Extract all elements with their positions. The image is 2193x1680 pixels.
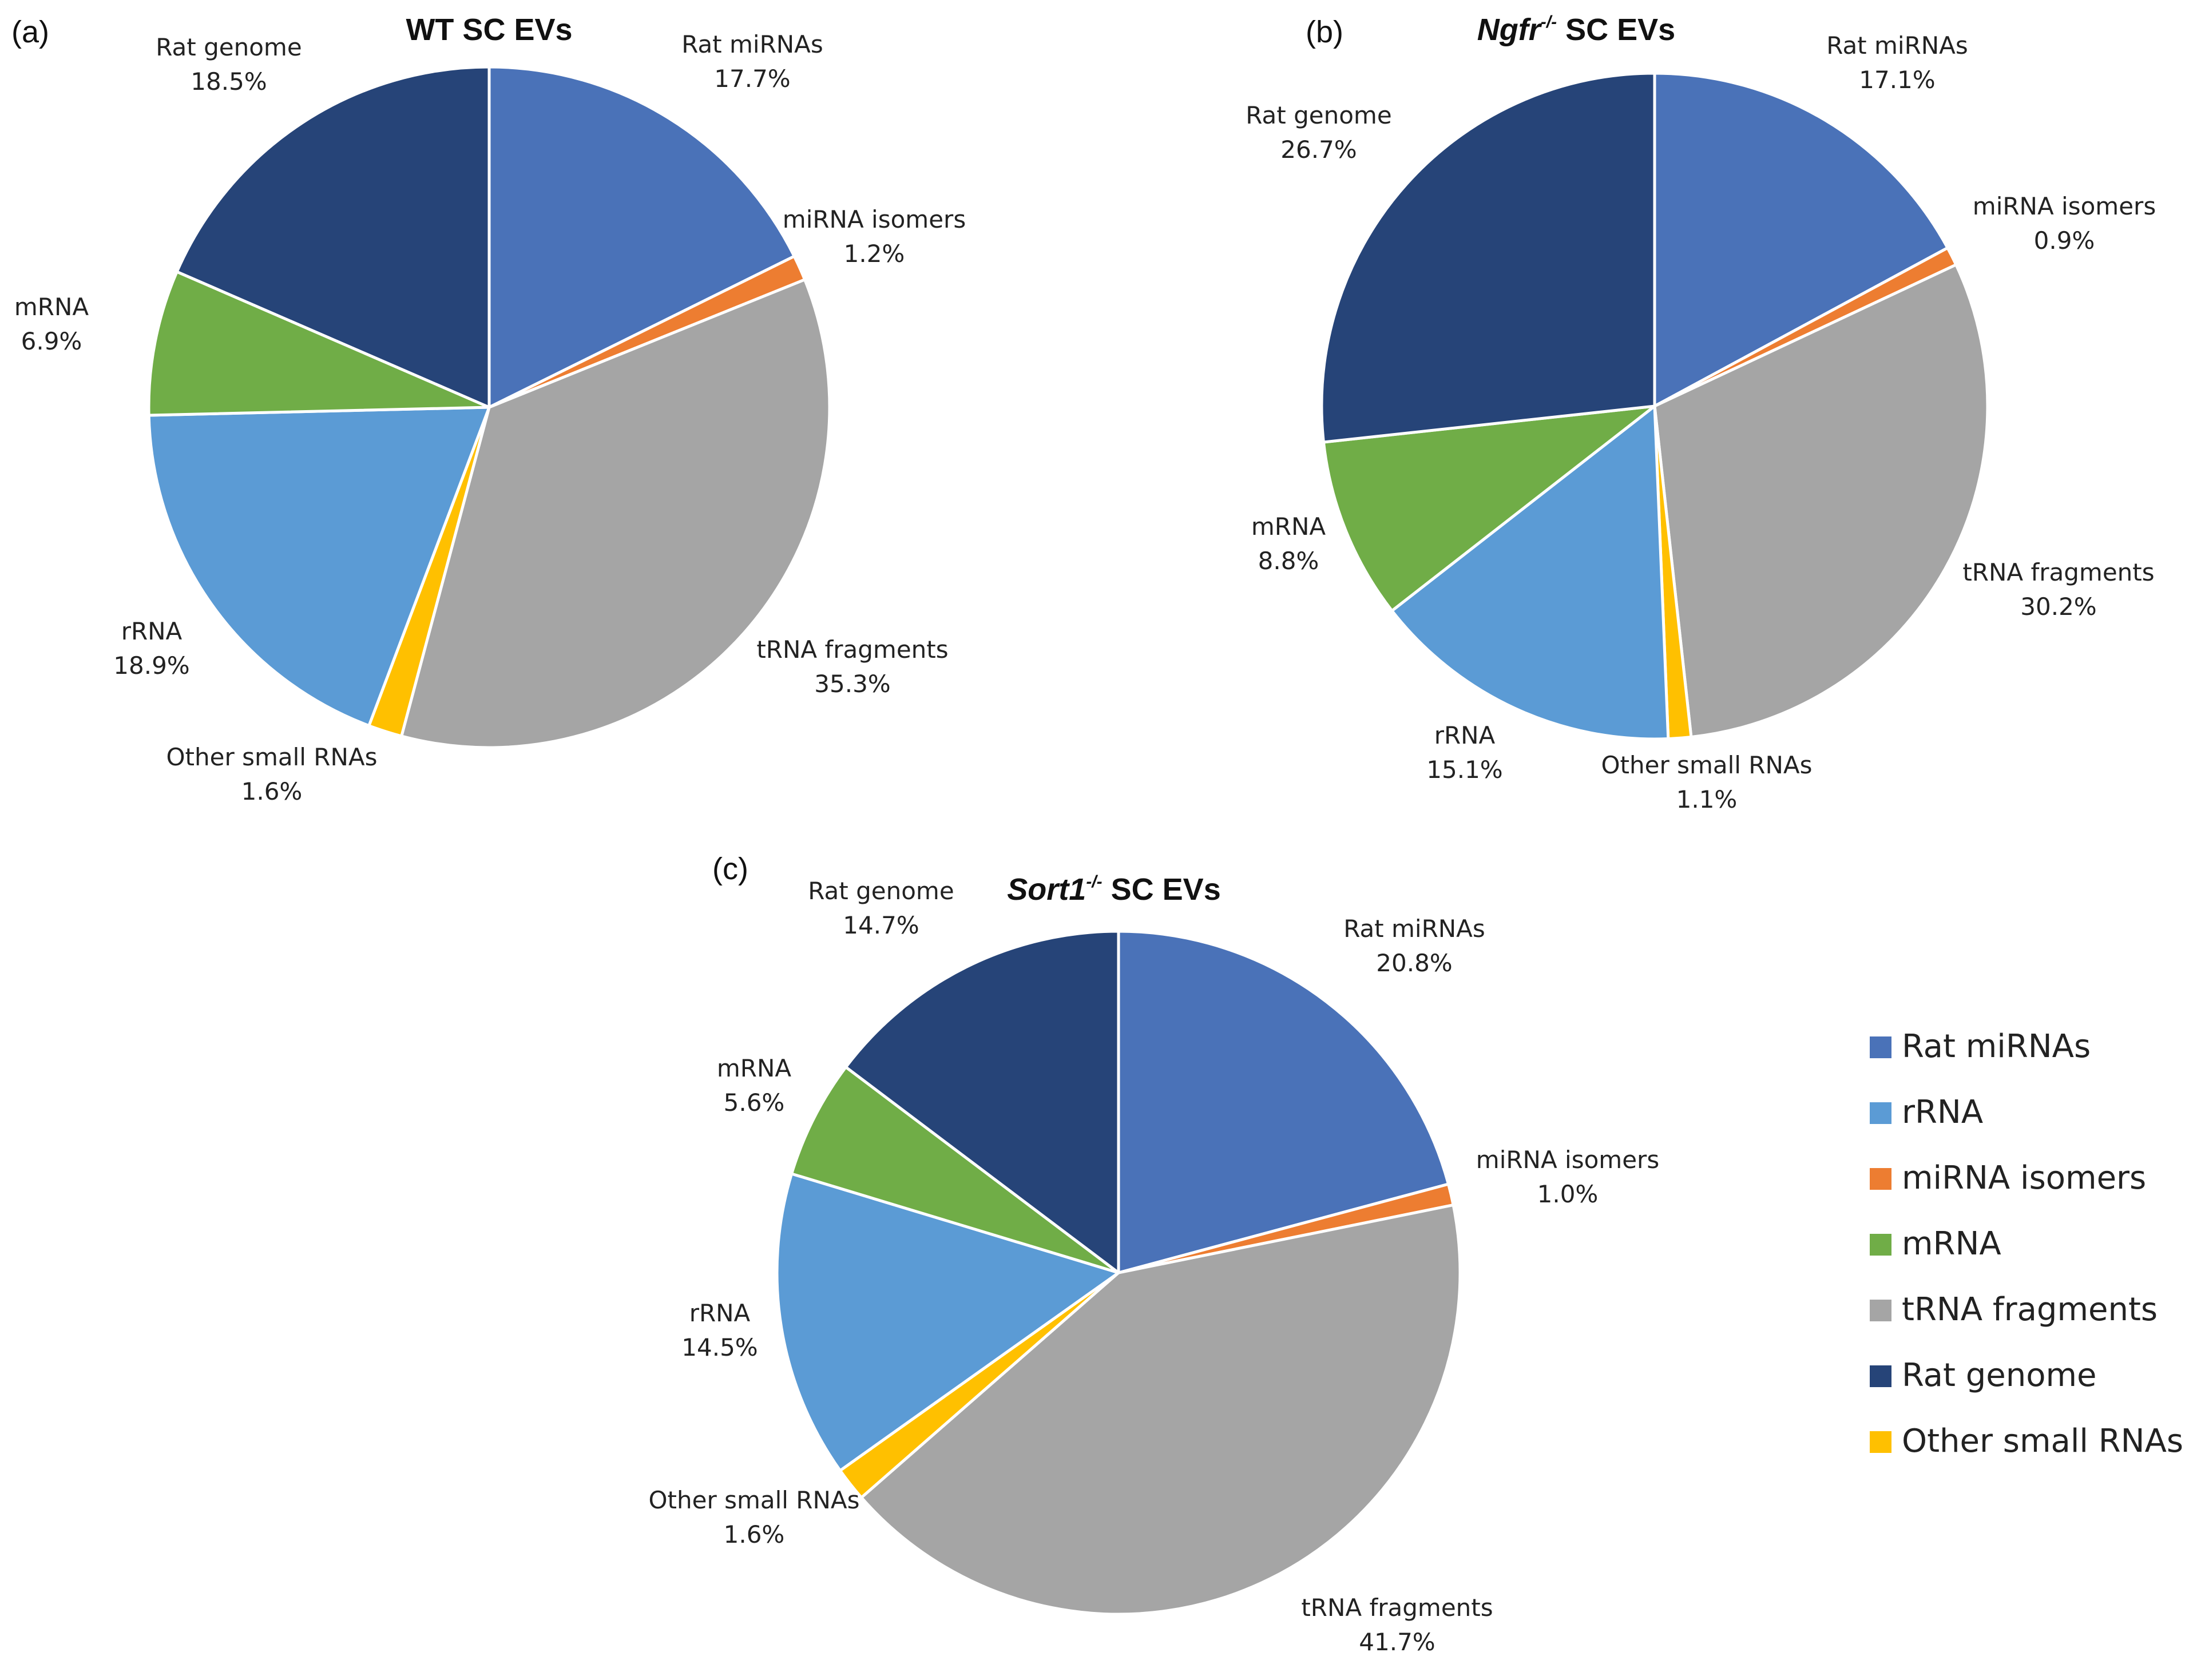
slice-label-sort1-rat-genome: Rat genome: [808, 877, 954, 905]
panel-letter-a: (a): [11, 15, 49, 49]
pie-slice-wt-rrna: [147, 406, 491, 728]
slice-label-sort1-rat-mirnas: Rat miRNAs: [1343, 915, 1485, 943]
slice-value-ngfr-mirna-isomers: 0.9%: [2034, 227, 2095, 255]
legend-label-other-small-rnas: Other small RNAs: [1902, 1423, 2183, 1460]
slice-value-sort1-mirna-isomers: 1.0%: [1537, 1180, 1599, 1208]
pie-chart-wt: (a) WT SC EVs Rat miRNAs 17.7% miRNA isome…: [11, 13, 966, 805]
slice-label-ngfr-rat-genome: Rat genome: [1246, 101, 1391, 129]
chart-title-sort1: Sort1-/- SC EVs: [1007, 872, 1220, 907]
slice-label-sort1-mrna: mRNA: [717, 1054, 792, 1082]
slice-value-sort1-trna-fragments: 41.7%: [1359, 1628, 1435, 1656]
panel-letter-c: (c): [712, 852, 748, 886]
slice-value-wt-other-small-rnas: 1.6%: [241, 777, 303, 805]
slice-label-wt-rat-genome: Rat genome: [156, 33, 302, 61]
slice-label-sort1-other-small-rnas: Other small RNAs: [648, 1486, 859, 1514]
slice-label-ngfr-rat-mirnas: Rat miRNAs: [1826, 31, 1968, 59]
slice-value-wt-trna-fragments: 35.3%: [814, 670, 890, 698]
pie-slices-wt: [147, 65, 831, 749]
legend-label-trna-fragments: tRNA fragments: [1902, 1291, 2158, 1328]
slice-value-sort1-rat-genome: 14.7%: [843, 911, 919, 939]
slice-label-wt-mrna: mRNA: [14, 293, 89, 321]
pie-slice-ngfr-mrna: [1322, 404, 1656, 613]
slice-value-ngfr-rat-mirnas: 17.1%: [1859, 66, 1935, 94]
pie-slice-ngfr-rat-genome: [1320, 72, 1656, 444]
pie-slices-sort1: [775, 930, 1462, 1616]
slice-value-wt-mrna: 6.9%: [21, 327, 82, 355]
pie-slice-sort1-rat-mirnas: [1117, 930, 1450, 1274]
pie-chart-sort1: (c) Sort1-/- SC EVs Rat miRNAs 20.8% miRNA…: [648, 852, 1659, 1656]
slice-labels-wt: Rat miRNAs 17.7% miRNA isomers 1.2% tRNA fra…: [14, 30, 966, 805]
slice-value-sort1-rat-mirnas: 20.8%: [1376, 949, 1452, 977]
slice-value-ngfr-trna-fragments: 30.2%: [2020, 593, 2096, 621]
slice-label-sort1-rrna: rRNA: [689, 1299, 751, 1327]
slice-label-wt-other-small-rnas: Other small RNAs: [166, 743, 377, 771]
legend-swatch-other-small-rnas: [1870, 1431, 1891, 1453]
pie-slice-wt-mrna: [147, 270, 491, 417]
slice-label-sort1-trna-fragments: tRNA fragments: [1301, 1594, 1493, 1622]
legend-swatch-rat-genome: [1870, 1365, 1891, 1387]
slice-label-wt-trna-fragments: tRNA fragments: [756, 636, 948, 664]
slice-label-ngfr-other-small-rnas: Other small RNAs: [1601, 751, 1812, 779]
pie-slice-wt-rat-genome: [175, 65, 491, 409]
pie-slice-sort1-mrna: [790, 1065, 1120, 1274]
slice-value-ngfr-rat-genome: 26.7%: [1280, 136, 1357, 164]
slice-value-sort1-mrna: 5.6%: [724, 1089, 785, 1117]
pie-slice-ngfr-rat-mirnas: [1653, 72, 1949, 408]
pie-chart-ngfr: (b) Ngfr-/- SC EVs Rat miRNAs 17.1% miRNA …: [1246, 13, 2156, 813]
slice-value-wt-rat-mirnas: 17.7%: [714, 65, 790, 93]
legend-label-mrna: mRNA: [1902, 1225, 2001, 1262]
slice-label-sort1-mirna-isomers: miRNA isomers: [1476, 1146, 1659, 1174]
slice-label-wt-rrna: rRNA: [121, 617, 183, 645]
slice-labels-ngfr: Rat miRNAs 17.1% miRNA isomers 0.9% tRNA fra…: [1246, 31, 2156, 813]
pie-slice-sort1-rat-genome: [844, 930, 1120, 1274]
legend: Rat miRNAs rRNA miRNA isomers mRNA tRNA frag…: [1870, 1028, 2183, 1460]
slice-value-wt-mirna-isomers: 1.2%: [844, 240, 905, 268]
pie-slice-ngfr-trna-fragments: [1653, 263, 1989, 738]
slice-value-ngfr-rrna: 15.1%: [1426, 756, 1502, 784]
pie-slice-wt-trna-fragments: [400, 278, 831, 749]
slice-label-ngfr-mirna-isomers: miRNA isomers: [1973, 192, 2156, 220]
chart-title-wt: WT SC EVs: [406, 13, 572, 47]
slice-value-sort1-rrna: 14.5%: [681, 1333, 758, 1361]
slice-label-wt-mirna-isomers: miRNA isomers: [783, 205, 966, 233]
legend-label-rrna: rRNA: [1902, 1094, 1983, 1131]
slice-value-sort1-other-small-rnas: 1.6%: [724, 1520, 785, 1548]
slice-value-ngfr-other-small-rnas: 1.1%: [1676, 785, 1738, 813]
pie-slices-ngfr: [1320, 72, 1989, 741]
legend-label-rat-mirnas: Rat miRNAs: [1902, 1028, 2091, 1065]
slice-label-ngfr-mrna: mRNA: [1251, 513, 1326, 541]
legend-swatch-rrna: [1870, 1102, 1891, 1124]
legend-swatch-rat-mirnas: [1870, 1036, 1891, 1058]
legend-label-rat-genome: Rat genome: [1902, 1357, 2097, 1394]
legend-label-mirna-isomers: miRNA isomers: [1902, 1159, 2146, 1197]
slice-label-ngfr-trna-fragments: tRNA fragments: [1962, 558, 2154, 586]
pie-slice-ngfr-rrna: [1390, 404, 1670, 741]
pie-slice-sort1-trna-fragments: [860, 1204, 1462, 1616]
legend-swatch-mirna-isomers: [1870, 1168, 1891, 1190]
legend-swatch-trna-fragments: [1870, 1300, 1891, 1321]
panel-letter-b: (b): [1306, 15, 1343, 49]
slice-labels-sort1: Rat miRNAs 20.8% miRNA isomers 1.0% tRNA fra…: [648, 877, 1659, 1656]
pie-slice-wt-rat-mirnas: [487, 65, 796, 409]
slice-value-ngfr-mrna: 8.8%: [1258, 547, 1319, 575]
slice-label-ngfr-rrna: rRNA: [1434, 721, 1496, 749]
legend-swatch-mrna: [1870, 1234, 1891, 1256]
chart-title-ngfr: Ngfr-/- SC EVs: [1477, 13, 1675, 47]
slice-value-wt-rrna: 18.9%: [113, 652, 189, 680]
slice-value-wt-rat-genome: 18.5%: [191, 67, 267, 96]
slice-label-wt-rat-mirnas: Rat miRNAs: [681, 30, 823, 58]
